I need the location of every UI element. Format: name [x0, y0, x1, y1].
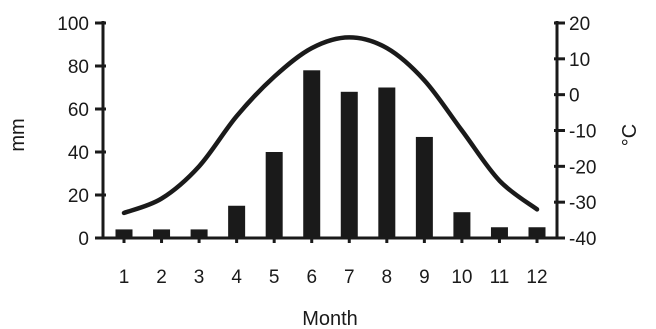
y-tick-label-100: 100 — [57, 14, 89, 35]
bar-month-5 — [265, 152, 283, 238]
x-tick-label-4: 4 — [231, 267, 242, 288]
y2-tick-label--30: -30 — [569, 193, 596, 214]
bar-month-9 — [415, 136, 433, 238]
x-tick-label-8: 8 — [382, 267, 393, 288]
y2-tick-label-0: 0 — [569, 86, 580, 107]
bar-month-3 — [190, 229, 208, 238]
precipitation-bars — [115, 70, 546, 238]
x-tick-label-7: 7 — [344, 267, 355, 288]
bar-month-1 — [115, 229, 133, 238]
axes — [95, 21, 565, 243]
y-tick-label-60: 60 — [68, 100, 89, 121]
y2-tick-label--40: -40 — [569, 229, 596, 250]
x-tick-label-5: 5 — [269, 267, 280, 288]
bar-month-2 — [153, 229, 171, 238]
x-tick-label-3: 3 — [194, 267, 205, 288]
x-tick-label-11: 11 — [490, 267, 510, 288]
y2-axis-title: °C — [619, 124, 641, 146]
y-tick-label-80: 80 — [68, 57, 89, 78]
x-tick-label-2: 2 — [156, 267, 167, 288]
y-tick-label-20: 20 — [68, 186, 89, 207]
bar-month-11 — [490, 227, 508, 238]
bar-month-12 — [528, 227, 546, 238]
y-axis-title: mm — [7, 118, 29, 151]
y-tick-label-40: 40 — [68, 143, 89, 164]
x-tick-label-9: 9 — [419, 267, 430, 288]
x-tick-label-1: 1 — [119, 267, 130, 288]
bar-month-6 — [303, 70, 321, 238]
x-tick-label-10: 10 — [451, 267, 472, 288]
x-axis-title: Month — [302, 308, 358, 329]
y2-tick-label--20: -20 — [569, 157, 596, 178]
temperature-line — [121, 35, 540, 216]
x-tick-label-12: 12 — [526, 267, 547, 288]
bar-month-7 — [340, 91, 358, 238]
y-tick-label-0: 0 — [78, 229, 89, 250]
y2-tick-label-10: 10 — [569, 50, 590, 71]
y2-tick-label-20: 20 — [569, 14, 590, 35]
bar-month-8 — [378, 87, 396, 238]
bar-month-10 — [453, 212, 471, 238]
x-tick-label-6: 6 — [306, 267, 317, 288]
temperature-line-group — [121, 35, 540, 216]
bar-month-4 — [228, 205, 246, 238]
y2-tick-label--10: -10 — [569, 122, 596, 143]
